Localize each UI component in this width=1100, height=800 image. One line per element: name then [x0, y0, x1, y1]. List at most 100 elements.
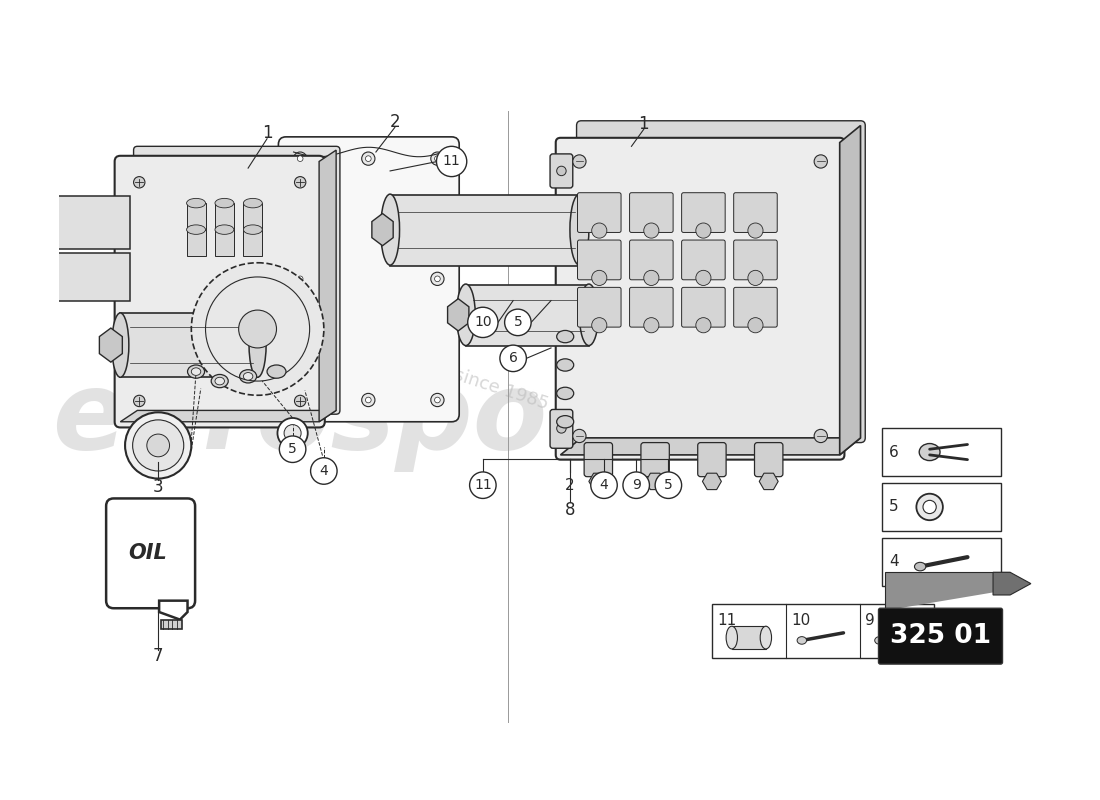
Circle shape: [468, 307, 498, 338]
Circle shape: [239, 310, 276, 348]
FancyBboxPatch shape: [734, 287, 778, 327]
Polygon shape: [993, 572, 1031, 595]
Circle shape: [297, 276, 302, 282]
Ellipse shape: [243, 373, 253, 380]
Circle shape: [284, 425, 301, 442]
Circle shape: [279, 436, 306, 462]
Ellipse shape: [570, 194, 589, 265]
Ellipse shape: [187, 198, 206, 208]
FancyBboxPatch shape: [734, 193, 778, 233]
Circle shape: [191, 262, 323, 395]
Circle shape: [814, 430, 827, 442]
FancyBboxPatch shape: [133, 146, 340, 414]
Text: 11: 11: [442, 154, 461, 169]
Circle shape: [310, 458, 337, 484]
Bar: [732, 626, 766, 649]
Text: 8: 8: [564, 501, 575, 518]
FancyBboxPatch shape: [578, 287, 621, 327]
Ellipse shape: [874, 637, 884, 644]
Text: 6: 6: [508, 351, 518, 366]
Circle shape: [748, 318, 763, 333]
FancyBboxPatch shape: [556, 138, 845, 460]
Circle shape: [592, 270, 607, 286]
Text: 11: 11: [717, 613, 737, 628]
Circle shape: [470, 472, 496, 498]
Polygon shape: [759, 474, 778, 490]
Circle shape: [297, 397, 302, 403]
Ellipse shape: [267, 365, 286, 378]
FancyBboxPatch shape: [584, 442, 613, 477]
Polygon shape: [372, 214, 393, 246]
Text: 4: 4: [319, 464, 328, 478]
Ellipse shape: [7, 196, 25, 248]
Bar: [120, 313, 257, 378]
Text: eurosport: eurosport: [52, 366, 652, 472]
Polygon shape: [28, 269, 45, 286]
Text: 5: 5: [288, 442, 297, 456]
Circle shape: [696, 318, 711, 333]
Bar: [161, 619, 182, 629]
Circle shape: [431, 152, 444, 166]
Text: 4: 4: [889, 554, 899, 570]
Ellipse shape: [456, 284, 475, 346]
Polygon shape: [0, 214, 16, 230]
Text: OIL: OIL: [129, 543, 167, 563]
Ellipse shape: [112, 313, 129, 378]
FancyBboxPatch shape: [576, 121, 866, 442]
Ellipse shape: [243, 198, 262, 208]
Circle shape: [431, 272, 444, 286]
Circle shape: [319, 466, 329, 476]
Circle shape: [573, 430, 586, 442]
Circle shape: [314, 461, 334, 482]
Circle shape: [592, 318, 607, 333]
Bar: [187, 203, 206, 230]
Ellipse shape: [187, 225, 206, 234]
Circle shape: [437, 146, 466, 177]
Circle shape: [557, 166, 566, 176]
Circle shape: [644, 318, 659, 333]
Bar: [882, 428, 1001, 476]
Circle shape: [294, 272, 307, 286]
Circle shape: [365, 156, 371, 162]
Polygon shape: [319, 150, 337, 422]
Bar: [243, 230, 262, 256]
Circle shape: [916, 494, 943, 520]
FancyBboxPatch shape: [629, 240, 673, 280]
Ellipse shape: [920, 443, 940, 461]
FancyBboxPatch shape: [879, 608, 1002, 664]
FancyBboxPatch shape: [578, 240, 621, 280]
Text: 2: 2: [389, 113, 400, 130]
Ellipse shape: [557, 416, 574, 428]
Circle shape: [505, 309, 531, 336]
FancyBboxPatch shape: [682, 240, 725, 280]
Polygon shape: [160, 601, 187, 619]
FancyBboxPatch shape: [682, 287, 725, 327]
Circle shape: [434, 397, 440, 403]
Text: 1: 1: [638, 114, 649, 133]
Ellipse shape: [381, 194, 399, 265]
Text: 1: 1: [262, 124, 273, 142]
Ellipse shape: [240, 370, 256, 383]
Ellipse shape: [726, 626, 737, 649]
Bar: [16, 197, 130, 249]
Ellipse shape: [557, 387, 574, 399]
Ellipse shape: [214, 198, 234, 208]
Circle shape: [696, 270, 711, 286]
Polygon shape: [448, 298, 469, 331]
Circle shape: [133, 420, 184, 471]
Circle shape: [573, 155, 586, 168]
Circle shape: [125, 412, 191, 478]
Circle shape: [923, 500, 936, 514]
Circle shape: [362, 152, 375, 166]
Text: 10: 10: [791, 613, 811, 628]
Circle shape: [146, 434, 169, 457]
Polygon shape: [646, 474, 664, 490]
FancyBboxPatch shape: [755, 442, 783, 477]
FancyBboxPatch shape: [106, 498, 195, 608]
Text: a passion for parts since 1985: a passion for parts since 1985: [286, 311, 551, 413]
Circle shape: [365, 397, 371, 403]
Ellipse shape: [557, 359, 574, 371]
FancyBboxPatch shape: [114, 156, 324, 427]
Circle shape: [133, 395, 145, 406]
Text: 5: 5: [889, 499, 899, 514]
